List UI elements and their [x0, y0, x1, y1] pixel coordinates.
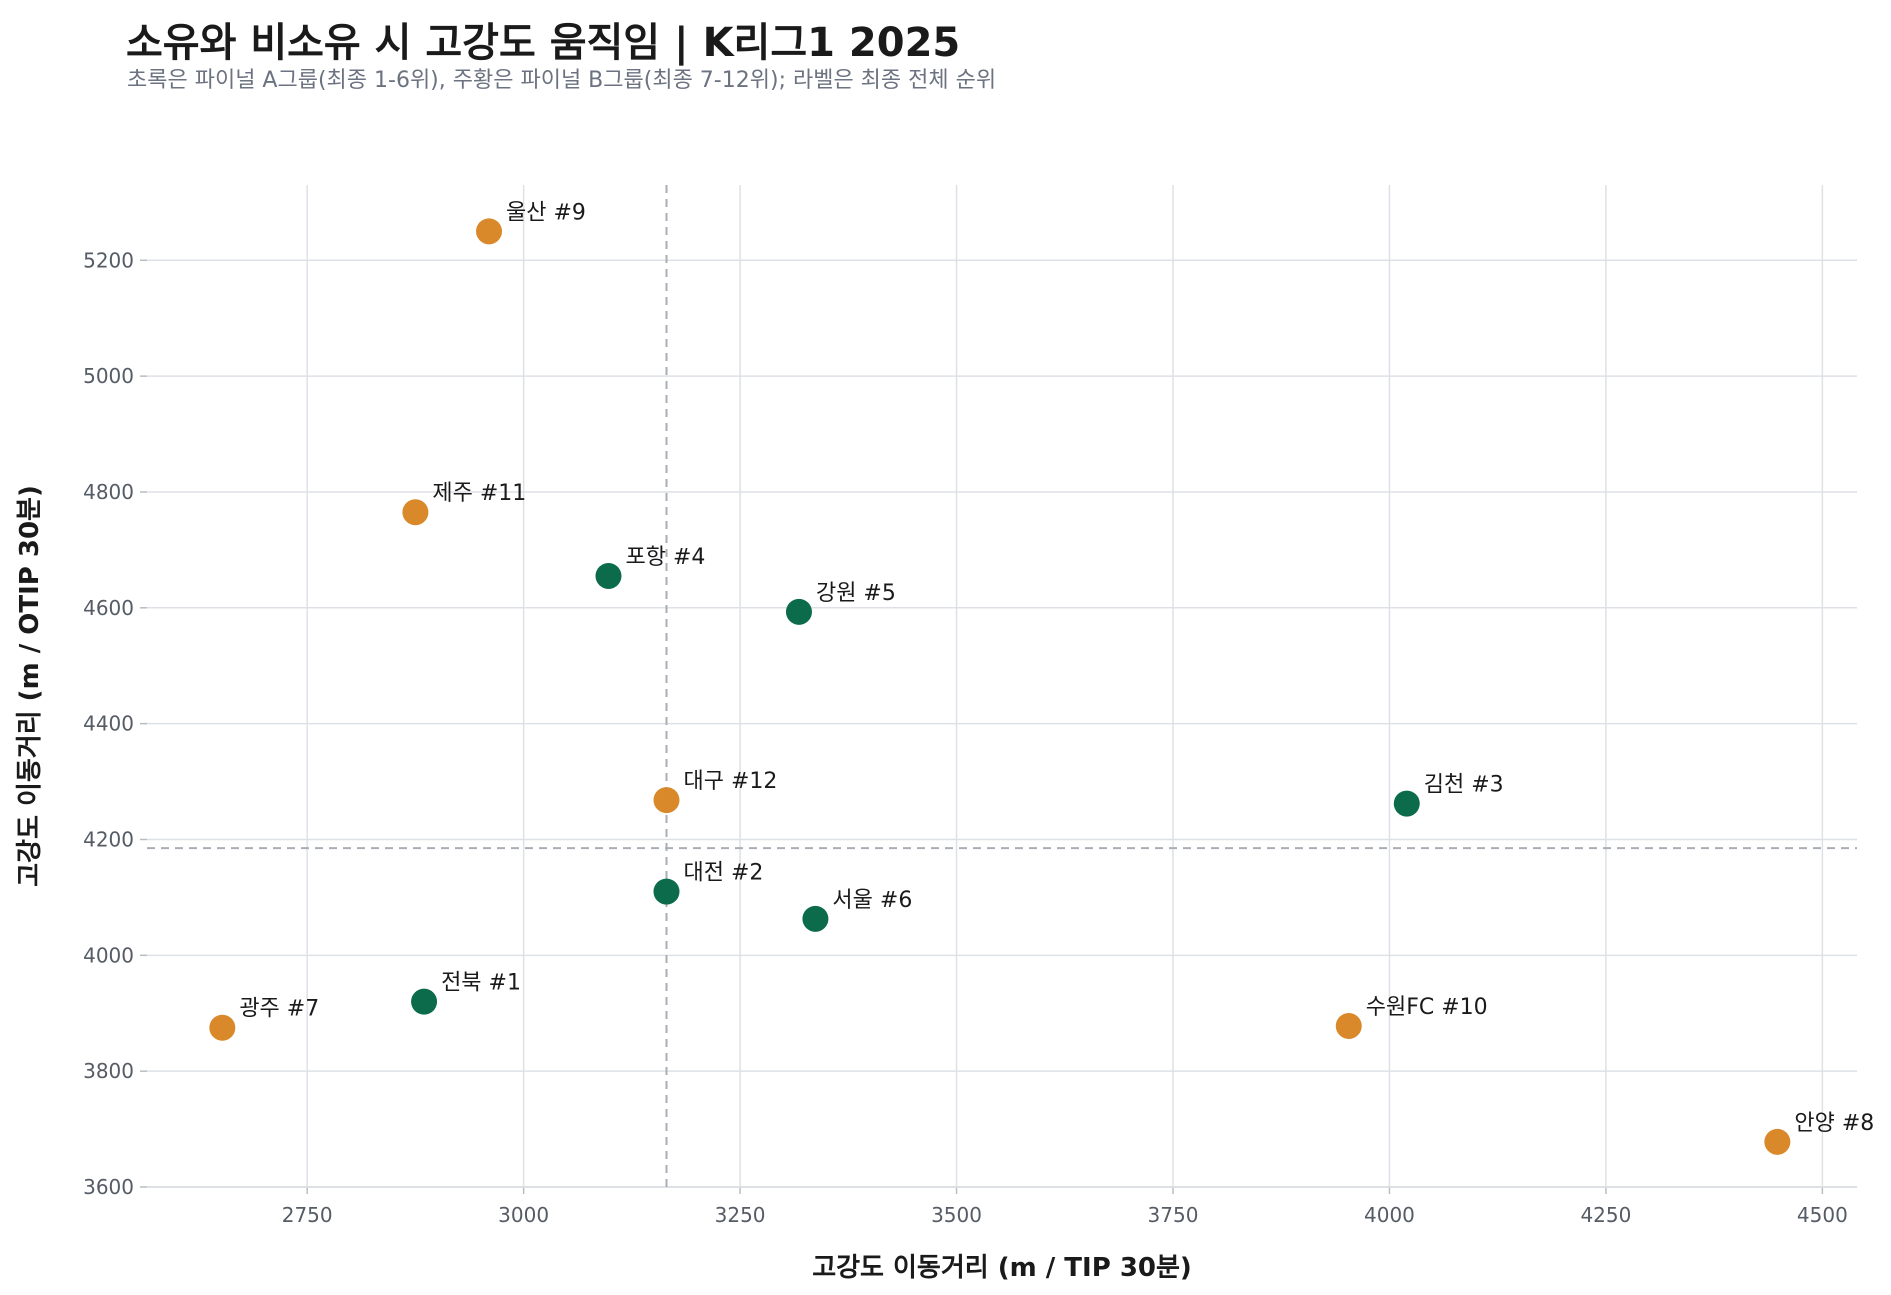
data-point: [785, 598, 812, 625]
data-point: [402, 499, 429, 526]
x-tick-label: 4250: [1580, 1203, 1631, 1227]
grid-layer: [140, 185, 1857, 1194]
point-label: 광주 #7: [239, 997, 319, 1022]
chart-title: 소유와 비소유 시 고강도 움직임 | K리그1 2025: [126, 20, 961, 66]
point-labels: 울산 #9 제주 #11 포항 #4 강원 #5 대구 #12 김천 #3 대전 #2 서울 …: [239, 200, 1874, 1135]
point-label: 대전 #2: [683, 861, 763, 886]
x-tick-label: 2750: [282, 1203, 333, 1227]
reference-lines: [147, 185, 1857, 1187]
y-tick-label: 4200: [83, 827, 134, 851]
point-label: 대구 #12: [683, 769, 777, 794]
data-point: [411, 988, 438, 1015]
data-point: [476, 218, 502, 245]
y-axis-label: 고강도 이동거리 (m / OTIP 30분): [15, 485, 45, 887]
y-tick-label: 4400: [83, 712, 134, 736]
y-tick-label: 5000: [83, 364, 134, 388]
point-label: 김천 #3: [1424, 773, 1504, 798]
y-tick-label: 4000: [83, 943, 134, 967]
data-point: [653, 787, 680, 814]
point-label: 안양 #8: [1794, 1111, 1874, 1136]
tick-labels: 2750 3000 3250 3500 3750 4000 4250 4500 3600 3800…: [83, 248, 1848, 1227]
y-tick-label: 5200: [83, 248, 134, 272]
data-point: [802, 905, 829, 932]
x-tick-label: 3750: [1148, 1203, 1199, 1227]
x-tick-label: 4000: [1364, 1203, 1415, 1227]
data-point: [653, 878, 680, 905]
x-tick-label: 4500: [1797, 1203, 1848, 1227]
point-label: 강원 #5: [816, 581, 896, 606]
data-point: [209, 1014, 236, 1041]
data-point: [595, 562, 622, 589]
y-tick-label: 4800: [83, 480, 134, 504]
chart-subtitle: 초록은 파이널 A그룹(최종 1-6위), 주황은 파이널 B그룹(최종 7-1…: [127, 68, 997, 93]
point-label: 제주 #11: [432, 481, 526, 506]
point-label: 서울 #6: [832, 888, 912, 913]
point-label: 울산 #9: [506, 200, 586, 225]
y-tick-label: 3600: [83, 1175, 134, 1199]
x-tick-label: 3250: [715, 1203, 766, 1227]
point-label: 포항 #4: [625, 545, 705, 570]
x-axis-label: 고강도 이동거리 (m / TIP 30분): [812, 1253, 1192, 1283]
data-point: [1393, 790, 1420, 817]
point-label: 수원FC #10: [1366, 995, 1488, 1020]
x-tick-label: 3500: [931, 1203, 982, 1227]
point-label: 전북 #1: [441, 971, 521, 996]
data-point: [1764, 1128, 1791, 1155]
y-tick-label: 3800: [83, 1059, 134, 1083]
data-point: [1335, 1012, 1362, 1039]
x-tick-label: 3000: [498, 1203, 549, 1227]
data-points: [209, 218, 1791, 1155]
y-tick-label: 4600: [83, 596, 134, 620]
